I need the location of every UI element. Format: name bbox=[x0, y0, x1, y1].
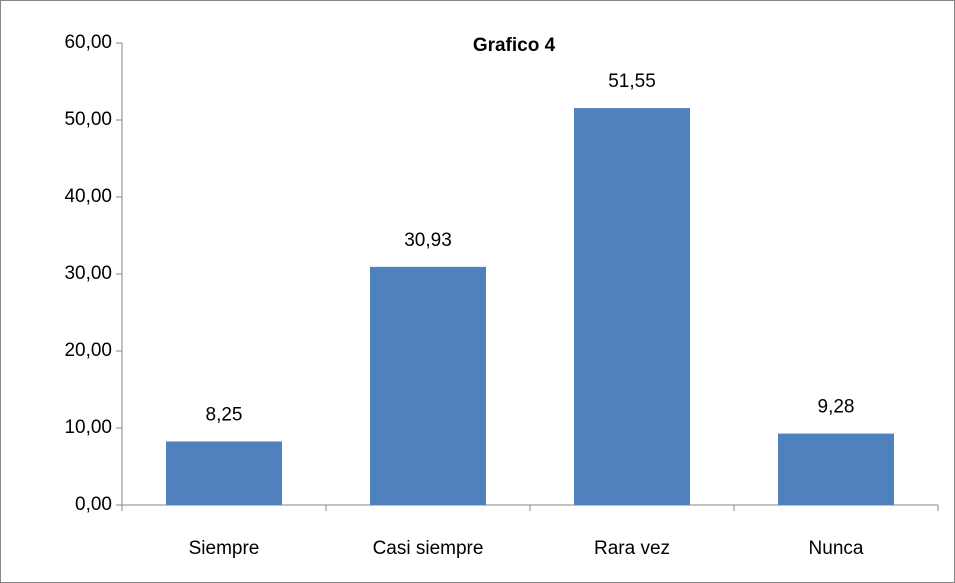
data-label: 51,55 bbox=[608, 71, 656, 92]
bar bbox=[574, 108, 690, 505]
x-tick-label: Siempre bbox=[189, 538, 260, 559]
y-tick-label: 20,00 bbox=[64, 340, 112, 361]
x-tick-label: Casi siempre bbox=[373, 538, 484, 559]
y-tick-label: 50,00 bbox=[64, 109, 112, 130]
x-tick-label: Nunca bbox=[809, 538, 864, 559]
y-tick-label: 60,00 bbox=[64, 32, 112, 53]
y-tick-label: 40,00 bbox=[64, 186, 112, 207]
bar bbox=[370, 266, 486, 505]
y-tick-label: 0,00 bbox=[75, 494, 112, 515]
data-label: 9,28 bbox=[818, 397, 855, 418]
x-tick-label: Rara vez bbox=[594, 538, 670, 559]
data-label: 8,25 bbox=[206, 404, 243, 425]
y-tick-label: 10,00 bbox=[64, 417, 112, 438]
bar bbox=[778, 433, 894, 505]
chart-title: Grafico 4 bbox=[473, 35, 556, 56]
bar bbox=[166, 441, 282, 505]
data-label: 30,93 bbox=[404, 230, 452, 251]
y-tick-label: 30,00 bbox=[64, 263, 112, 284]
